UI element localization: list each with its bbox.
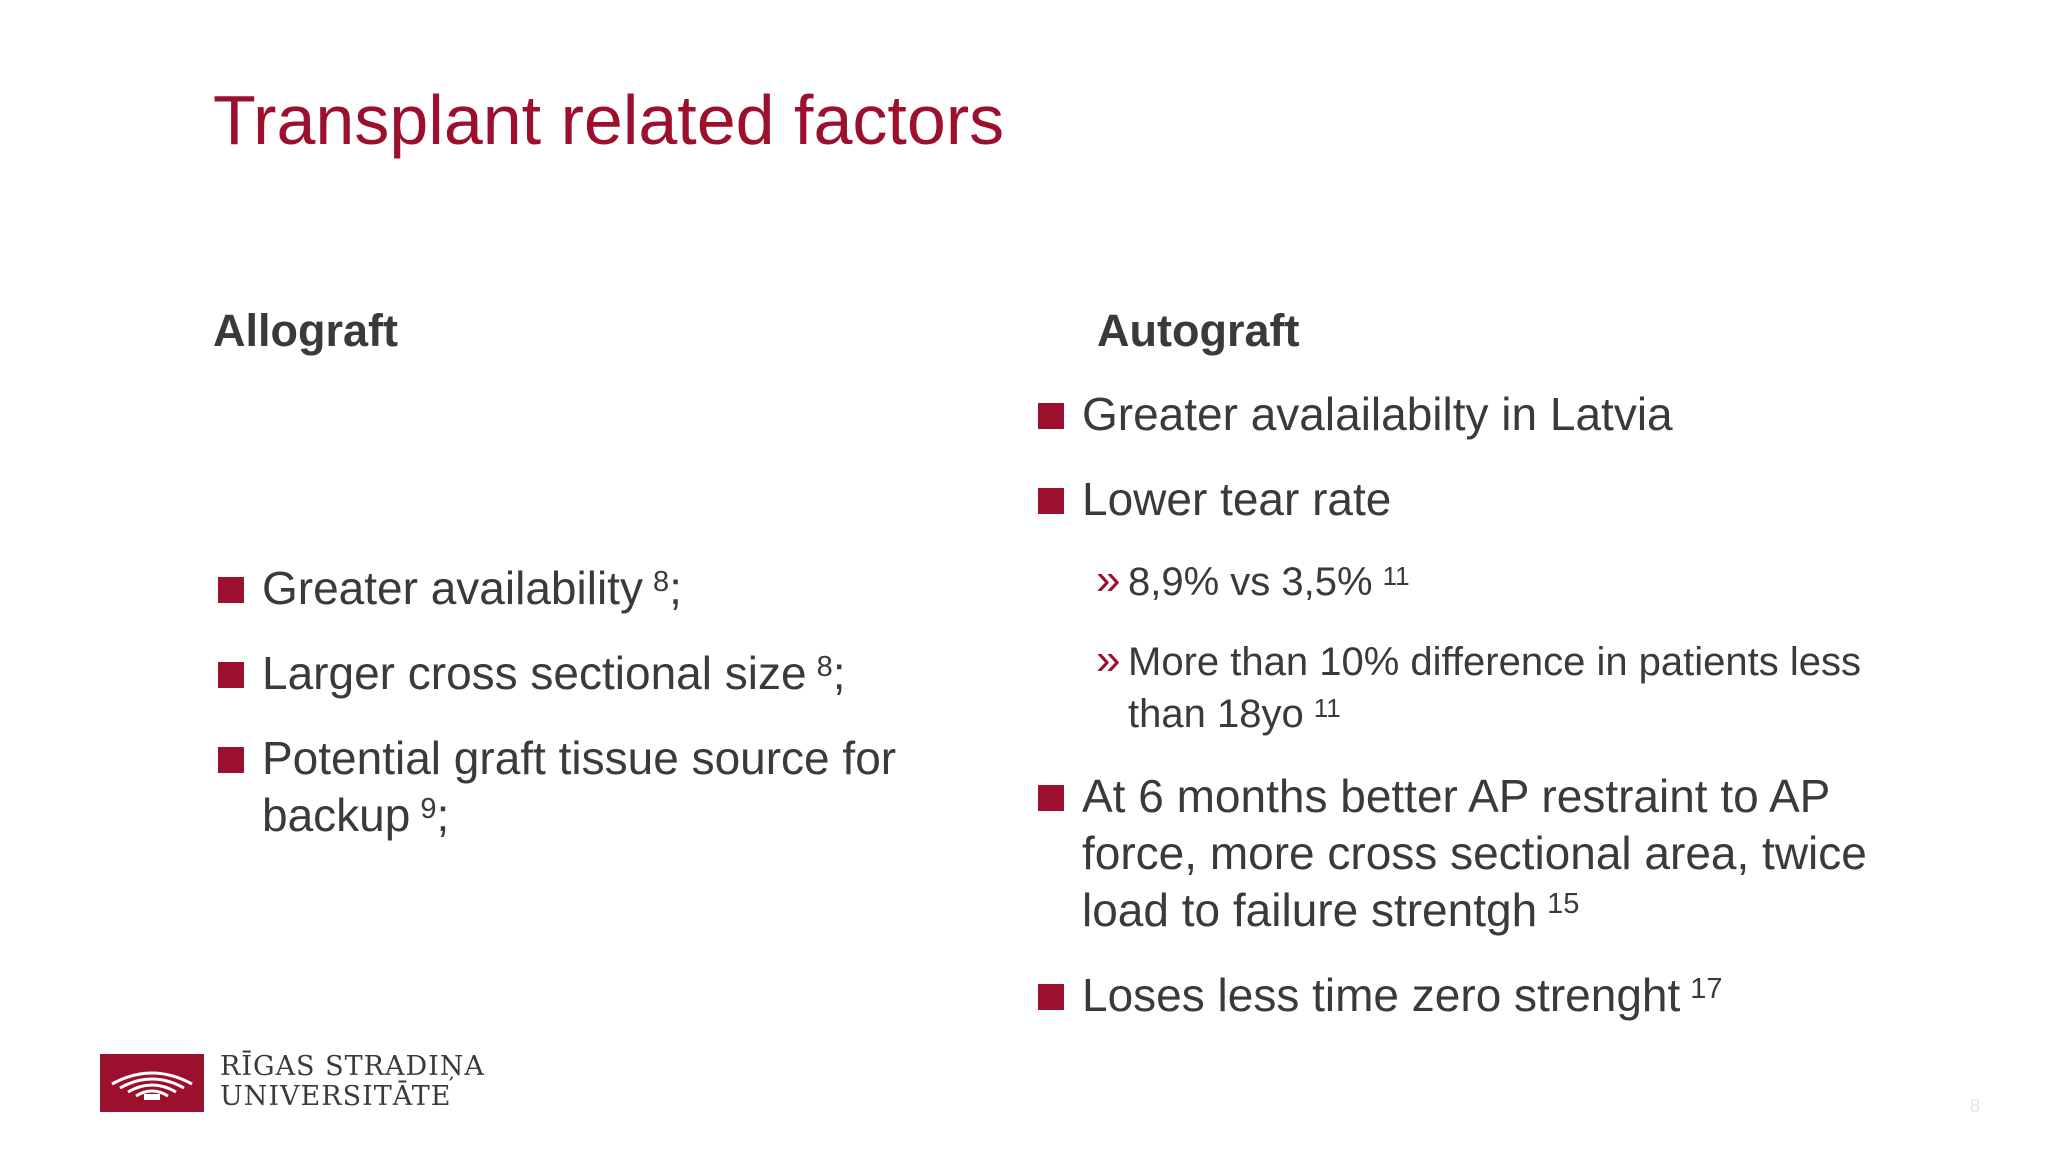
reference-number: 15	[1547, 888, 1580, 920]
chevron-right-icon: »	[1096, 555, 1121, 604]
list-item: Loses less time zero strenght 17	[1038, 967, 1938, 1024]
autograft-heading: Autograft	[1097, 305, 1300, 356]
square-bullet-icon	[218, 747, 244, 773]
square-bullet-icon	[1038, 785, 1064, 811]
chevron-right-icon: »	[1096, 635, 1121, 684]
reference-number: 9	[420, 793, 437, 825]
reference-number: 8	[816, 651, 833, 683]
reference-number: 8	[652, 566, 670, 598]
sub-list-item: » 8,9% vs 3,5% 11	[1096, 555, 1410, 604]
university-name: RĪGAS STRADIŅA UNIVERSITĀTE	[220, 1051, 485, 1112]
reference-number: 11	[1313, 693, 1341, 723]
square-bullet-icon	[1038, 488, 1064, 514]
list-item: Larger cross sectional size 8;	[218, 645, 978, 702]
sub-list-item: » More than 10% difference in patients l…	[1096, 635, 1862, 736]
allograft-heading: Allograft	[213, 305, 398, 356]
list-item: At 6 months better AP restraint to AP fo…	[1038, 768, 1938, 939]
square-bullet-icon	[218, 577, 244, 603]
list-item: Greater avalailabilty in Latvia	[1038, 386, 1938, 443]
university-emblem-icon	[100, 1054, 204, 1112]
autograft-list: Greater avalailabilty in Latvia Lower te…	[1038, 386, 1938, 1052]
list-item: Potential graft tissue source for backup…	[218, 730, 978, 844]
square-bullet-icon	[1038, 984, 1064, 1010]
university-logo: RĪGAS STRADIŅA UNIVERSITĀTE	[100, 1050, 500, 1120]
square-bullet-icon	[1038, 403, 1064, 429]
page-number: 8	[1970, 1096, 1981, 1116]
square-bullet-icon	[218, 662, 244, 688]
reference-number: 17	[1690, 973, 1723, 1005]
reference-number: 11	[1382, 561, 1410, 591]
list-item: Greater availability 8;	[218, 560, 978, 617]
allograft-list: Greater availability 8; Larger cross sect…	[218, 560, 978, 872]
list-item: Lower tear rate	[1038, 471, 1938, 528]
slide-title: Transplant related factors	[213, 81, 1005, 159]
